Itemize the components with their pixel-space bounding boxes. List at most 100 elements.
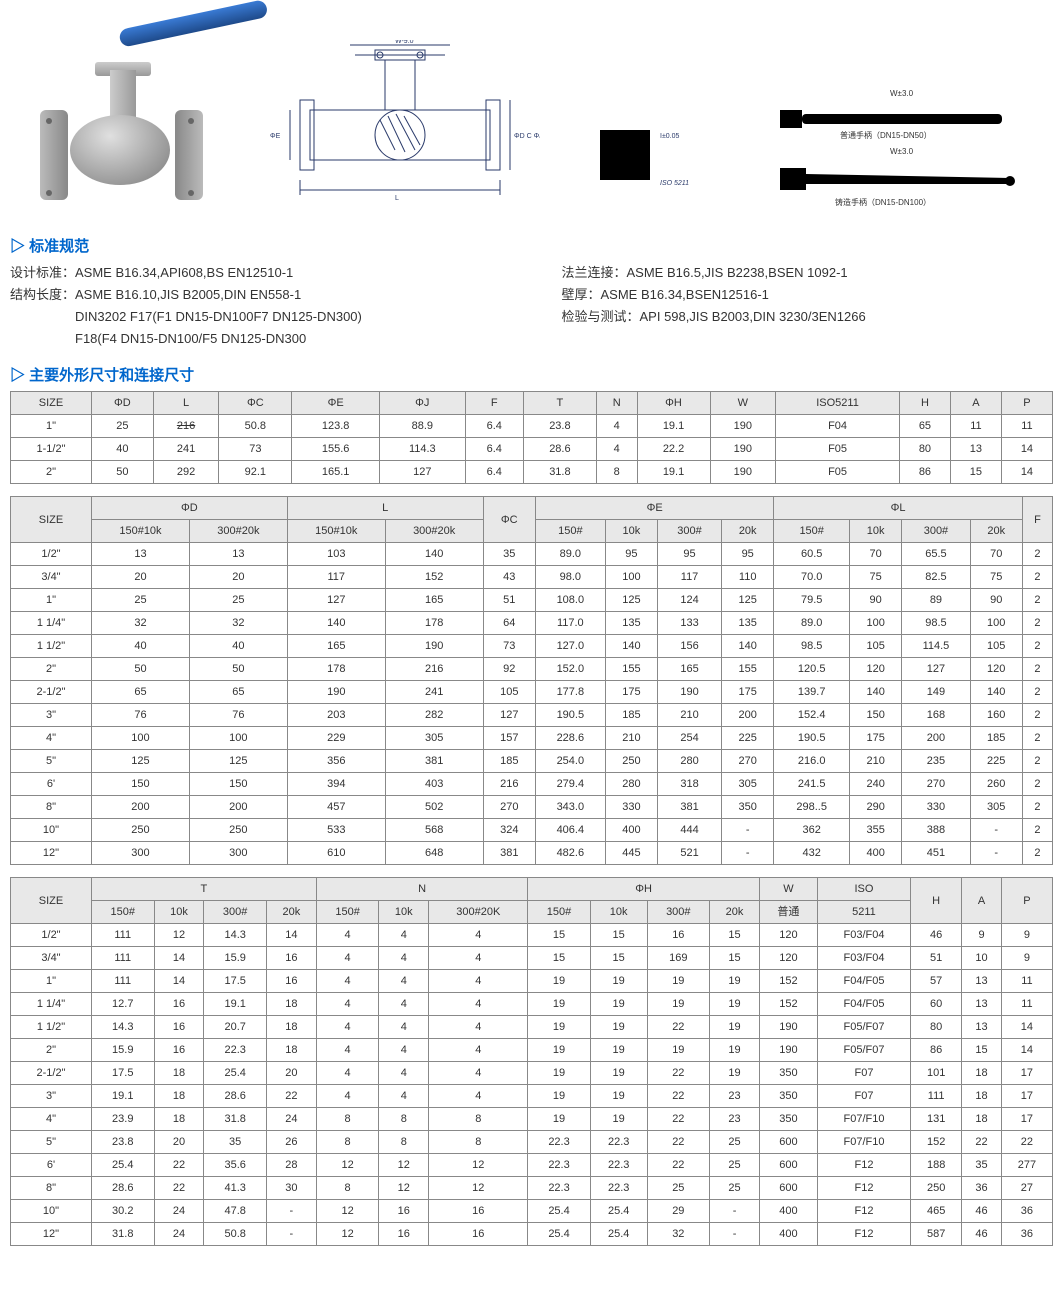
- table-subheader-cell: 10k: [850, 520, 902, 543]
- table-cell: 5": [11, 1131, 92, 1154]
- table-cell: 2: [1022, 819, 1052, 842]
- table-cell: 2": [11, 1039, 92, 1062]
- table-cell: 362: [774, 819, 850, 842]
- table-cell: 16: [266, 947, 316, 970]
- table-cell: 356: [287, 750, 385, 773]
- table-subheader-cell: 20k: [266, 901, 316, 924]
- table-cell: 2: [1022, 704, 1052, 727]
- table-row: 3/4"1111415.916444151516915120F03/F04511…: [11, 947, 1053, 970]
- table-cell: 11: [950, 415, 1001, 438]
- table-cell: 75: [970, 566, 1022, 589]
- table-header-cell: A: [962, 878, 1002, 924]
- table-cell: 18: [962, 1085, 1002, 1108]
- table-cell: 3": [11, 1085, 92, 1108]
- table-header-cell: T: [523, 392, 596, 415]
- table-cell: 254: [658, 727, 722, 750]
- table-cell: 25: [647, 1177, 710, 1200]
- table-cell: 12: [316, 1154, 379, 1177]
- table-cell: 4": [11, 727, 92, 750]
- table-cell: 98.5: [902, 612, 970, 635]
- table-cell: 4: [429, 1085, 528, 1108]
- table-cell: 32: [92, 612, 190, 635]
- table-cell: 521: [658, 842, 722, 865]
- table-cell: 65.5: [902, 543, 970, 566]
- table-row: 12"31.82450.8-12161625.425.432-400F12587…: [11, 1223, 1053, 1246]
- table-cell: 160: [970, 704, 1022, 727]
- table-cell: 152: [759, 970, 817, 993]
- table-cell: 65: [899, 415, 950, 438]
- table-cell: 9: [962, 924, 1002, 947]
- table-cell: 190: [759, 1016, 817, 1039]
- table-cell: 22: [647, 1016, 710, 1039]
- table-cell: 25: [710, 1154, 760, 1177]
- table-cell: 12: [429, 1154, 528, 1177]
- table-cell: 15.9: [92, 1039, 155, 1062]
- table-cell: 120: [759, 924, 817, 947]
- table-cell: 185: [483, 750, 535, 773]
- table-cell: 10: [962, 947, 1002, 970]
- table-cell: 111: [911, 1085, 962, 1108]
- table-cell: 10": [11, 819, 92, 842]
- table-header-cell: ΦD: [92, 497, 288, 520]
- table-cell: 4: [429, 970, 528, 993]
- table-cell: 28.6: [204, 1085, 267, 1108]
- table-cell: 35.6: [204, 1154, 267, 1177]
- table-cell: F05: [776, 461, 900, 484]
- table-cell: 330: [605, 796, 657, 819]
- table-cell: 250: [189, 819, 287, 842]
- table-cell: 65: [189, 681, 287, 704]
- table-cell: 188: [911, 1154, 962, 1177]
- table-cell: 86: [911, 1039, 962, 1062]
- table-cell: 15: [528, 947, 591, 970]
- images-row: L ΦD C ΦJ W-9.0 ΦE I±0.05 ISO 5211 W±3.0: [10, 10, 1053, 220]
- table-row: 10"250250533568324406.4400444-362355388-…: [11, 819, 1053, 842]
- table-cell: 60: [911, 993, 962, 1016]
- table-row: 1-1/2"4024173155.6114.36.428.6422.2190F0…: [11, 438, 1053, 461]
- table-cell: 587: [911, 1223, 962, 1246]
- svg-text:ΦE: ΦE: [270, 133, 281, 140]
- table-cell: 502: [385, 796, 483, 819]
- table-row: 2-1/2"6565190241105177.8175190175139.714…: [11, 681, 1053, 704]
- table-cell: 127: [287, 589, 385, 612]
- table-cell: 101: [911, 1062, 962, 1085]
- table-cell: 444: [658, 819, 722, 842]
- table-cell: 2: [1022, 658, 1052, 681]
- table-cell: 19: [590, 1062, 647, 1085]
- svg-text:ISO 5211: ISO 5211: [660, 180, 689, 187]
- table-header-cell: T: [92, 878, 317, 901]
- table-cell: 200: [189, 796, 287, 819]
- table-cell: 95: [658, 543, 722, 566]
- table-cell: 445: [605, 842, 657, 865]
- table-cell: 2: [1022, 727, 1052, 750]
- table-cell: 4: [379, 970, 429, 993]
- table-cell: 165: [385, 589, 483, 612]
- table-cell: 4: [596, 438, 637, 461]
- table-cell: 22: [647, 1154, 710, 1177]
- table-cell: 13: [189, 543, 287, 566]
- table-cell: 8: [379, 1131, 429, 1154]
- table-cell: 15: [710, 947, 760, 970]
- table-cell: 292: [153, 461, 219, 484]
- table-cell: 89.0: [535, 543, 605, 566]
- table-cell: 127: [902, 658, 970, 681]
- table-cell: 57: [911, 970, 962, 993]
- table-cell: 140: [287, 612, 385, 635]
- table-cell: 155: [722, 658, 774, 681]
- table-header-cell: F: [465, 392, 523, 415]
- table-cell: 152: [911, 1131, 962, 1154]
- table-cell: 381: [385, 750, 483, 773]
- table-cell: 24: [266, 1108, 316, 1131]
- table-cell: 1 1/4": [11, 993, 92, 1016]
- table-subheader-cell: 150#: [774, 520, 850, 543]
- table-cell: 150: [850, 704, 902, 727]
- standard-line: DIN3202 F17(F1 DN15-DN100F7 DN125-DN300): [10, 306, 502, 328]
- table-cell: 50.8: [204, 1223, 267, 1246]
- table-cell: 19: [647, 970, 710, 993]
- table-cell: 22.3: [528, 1177, 591, 1200]
- table-cell: 8: [596, 461, 637, 484]
- table-cell: 19.1: [92, 1085, 155, 1108]
- table-cell: 8": [11, 1177, 92, 1200]
- table-header-cell: ΦC: [219, 392, 292, 415]
- table-cell: 70: [970, 543, 1022, 566]
- table-cell: 457: [287, 796, 385, 819]
